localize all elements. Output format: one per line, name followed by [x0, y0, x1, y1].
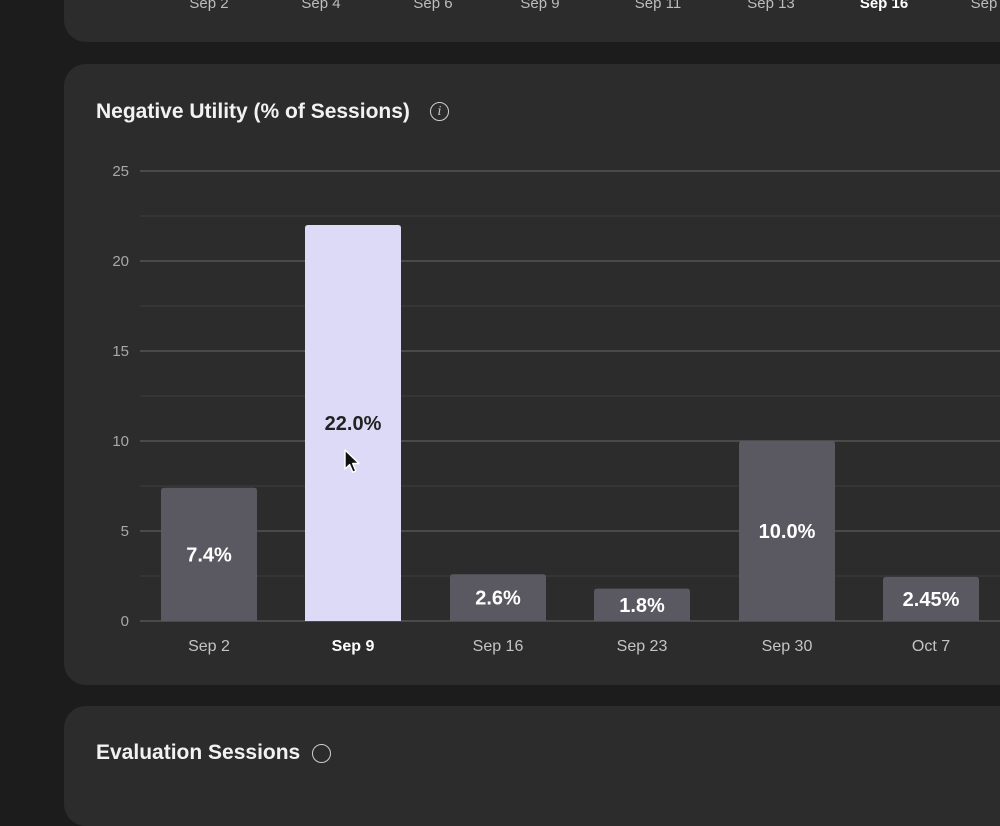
previous-chart-x-tick: Sep 16	[859, 0, 909, 12]
bar[interactable]	[161, 487, 257, 621]
previous-chart-x-tick: Sep 11	[634, 0, 682, 12]
chart-title: Negative Utility (% of Sessions)	[96, 100, 410, 123]
bar-chart: 0 5 10 15 20 25 7.4% 22.0% 2.6% 1.8% 10.0% 2.45% S…	[112, 163, 1000, 655]
previous-chart-x-tick: Sep 6	[413, 0, 453, 12]
x-tick-label: Sep 23	[617, 638, 668, 655]
y-tick-label: 15	[112, 343, 129, 360]
bar[interactable]	[594, 588, 690, 621]
y-tick-label: 10	[112, 433, 129, 450]
evaluation-sessions-card	[64, 706, 1000, 826]
info-icon[interactable]	[312, 744, 331, 763]
bars: 7.4% 22.0% 2.6% 1.8% 10.0% 2.45%	[161, 225, 979, 621]
evaluation-sessions-title: Evaluation Sessions	[96, 741, 301, 764]
y-tick-label: 25	[112, 163, 129, 180]
bar[interactable]	[739, 441, 835, 621]
bar-value-label: 7.4%	[186, 544, 232, 566]
mouse-pointer-icon	[344, 449, 360, 473]
bar-value-label: 2.6%	[475, 588, 521, 610]
bar[interactable]	[883, 576, 979, 621]
previous-chart-card	[64, 0, 1000, 42]
x-tick-label: Oct 7	[912, 638, 950, 655]
grid-lines	[140, 170, 1000, 622]
x-tick-label: Sep 16	[473, 638, 524, 655]
y-tick-label: 20	[112, 253, 129, 270]
y-tick-label: 5	[121, 523, 129, 540]
previous-chart-x-tick: Sep 4	[301, 0, 341, 12]
bar[interactable]	[305, 225, 401, 621]
previous-chart-x-tick: Sep	[970, 0, 998, 12]
x-tick-label: Sep 2	[188, 638, 230, 655]
info-icon[interactable]: i	[430, 102, 449, 121]
bar-value-label: 22.0%	[325, 413, 382, 435]
previous-chart-x-tick: Sep 2	[189, 0, 229, 12]
bar-value-label: 10.0%	[759, 521, 816, 543]
x-axis: Sep 2 Sep 9 Sep 16 Sep 23 Sep 30 Oct 7	[188, 638, 950, 655]
bar-value-label: 1.8%	[619, 595, 665, 617]
bar[interactable]	[450, 574, 546, 621]
y-axis: 0 5 10 15 20 25	[112, 163, 129, 630]
bar-value-label: 2.45%	[903, 589, 960, 611]
x-tick-label: Sep 9	[332, 638, 375, 655]
y-tick-label: 0	[121, 613, 129, 630]
x-tick-label: Sep 30	[762, 638, 813, 655]
previous-chart-x-tick: Sep 9	[520, 0, 560, 12]
previous-chart-x-tick: Sep 13	[747, 0, 795, 12]
